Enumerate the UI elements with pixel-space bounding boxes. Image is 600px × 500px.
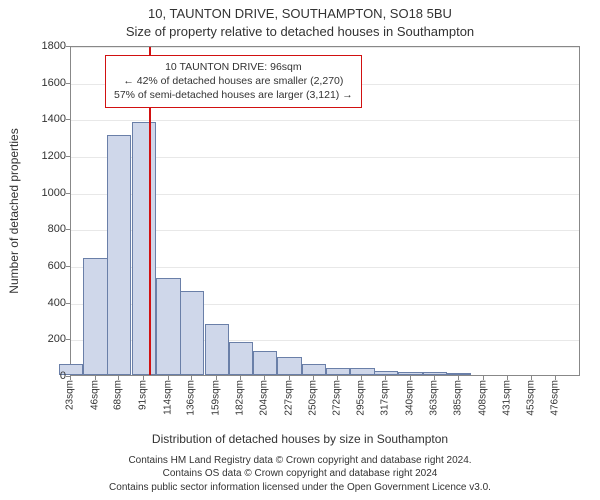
x-tick-label: 182sqm xyxy=(235,380,246,416)
x-tick-label: 453sqm xyxy=(525,380,536,416)
histogram-bar xyxy=(447,373,471,375)
x-tick-label: 23sqm xyxy=(65,380,76,410)
y-tick-mark xyxy=(66,303,70,304)
x-tick-label: 91sqm xyxy=(137,380,148,410)
x-tick-label: 476sqm xyxy=(550,380,561,416)
x-tick-label: 317sqm xyxy=(380,380,391,416)
histogram-bar xyxy=(83,258,107,375)
y-tick-mark xyxy=(66,46,70,47)
y-tick-label: 600 xyxy=(48,260,66,272)
y-tick-label: 1400 xyxy=(42,113,66,125)
histogram-bar xyxy=(326,368,350,375)
chart-title-line1: 10, TAUNTON DRIVE, SOUTHAMPTON, SO18 5BU xyxy=(0,6,600,21)
attribution-text: Contains HM Land Registry data © Crown c… xyxy=(0,454,600,495)
histogram-bar xyxy=(423,372,447,375)
y-tick-label: 1200 xyxy=(42,150,66,162)
y-tick-label: 1800 xyxy=(42,40,66,52)
y-tick-mark xyxy=(66,156,70,157)
y-tick-label: 400 xyxy=(48,297,66,309)
chart-subtitle: Size of property relative to detached ho… xyxy=(0,24,600,39)
y-tick-mark xyxy=(66,193,70,194)
y-tick-mark xyxy=(66,266,70,267)
y-tick-mark xyxy=(66,339,70,340)
histogram-bar xyxy=(302,364,326,375)
x-tick-label: 340sqm xyxy=(404,380,415,416)
y-tick-label: 1000 xyxy=(42,187,66,199)
annotation-line3: 57% of semi-detached houses are larger (… xyxy=(114,88,353,102)
x-tick-label: 227sqm xyxy=(283,380,294,416)
x-tick-label: 272sqm xyxy=(331,380,342,416)
x-tick-label: 363sqm xyxy=(429,380,440,416)
x-tick-label: 159sqm xyxy=(210,380,221,416)
histogram-bar xyxy=(277,357,301,375)
y-tick-label: 200 xyxy=(48,333,66,345)
x-tick-label: 385sqm xyxy=(452,380,463,416)
annotation-line1: 10 TAUNTON DRIVE: 96sqm xyxy=(114,60,353,74)
x-tick-label: 46sqm xyxy=(89,380,100,410)
histogram-bar xyxy=(180,291,204,375)
y-tick-mark xyxy=(66,229,70,230)
y-axis-label: Number of detached properties xyxy=(7,128,21,293)
histogram-bar xyxy=(156,278,180,375)
attribution-line1: Contains HM Land Registry data © Crown c… xyxy=(0,454,600,468)
reference-annotation-box: 10 TAUNTON DRIVE: 96sqm ← 42% of detache… xyxy=(105,55,362,108)
attribution-line2: Contains OS data © Crown copyright and d… xyxy=(0,467,600,481)
y-tick-mark xyxy=(66,83,70,84)
annotation-line2: ← 42% of detached houses are smaller (2,… xyxy=(114,74,353,88)
x-tick-label: 114sqm xyxy=(162,380,173,415)
histogram-bar xyxy=(374,371,398,375)
x-tick-label: 68sqm xyxy=(113,380,124,410)
y-tick-mark xyxy=(66,119,70,120)
histogram-bar xyxy=(253,351,277,375)
y-tick-label: 800 xyxy=(48,223,66,235)
histogram-bar xyxy=(107,135,131,375)
histogram-bar xyxy=(132,122,156,375)
y-tick-label: 1600 xyxy=(42,77,66,89)
gridline xyxy=(71,47,579,48)
x-tick-label: 204sqm xyxy=(258,380,269,416)
x-tick-label: 408sqm xyxy=(477,380,488,416)
histogram-bar xyxy=(350,368,374,375)
x-tick-label: 431sqm xyxy=(502,380,513,416)
histogram-bar xyxy=(205,324,229,375)
histogram-bar xyxy=(398,372,422,375)
attribution-line3: Contains public sector information licen… xyxy=(0,481,600,495)
x-tick-label: 136sqm xyxy=(186,380,197,416)
x-axis-label: Distribution of detached houses by size … xyxy=(0,432,600,446)
x-tick-label: 250sqm xyxy=(308,380,319,416)
x-tick-label: 295sqm xyxy=(356,380,367,416)
histogram-bar xyxy=(229,342,253,375)
